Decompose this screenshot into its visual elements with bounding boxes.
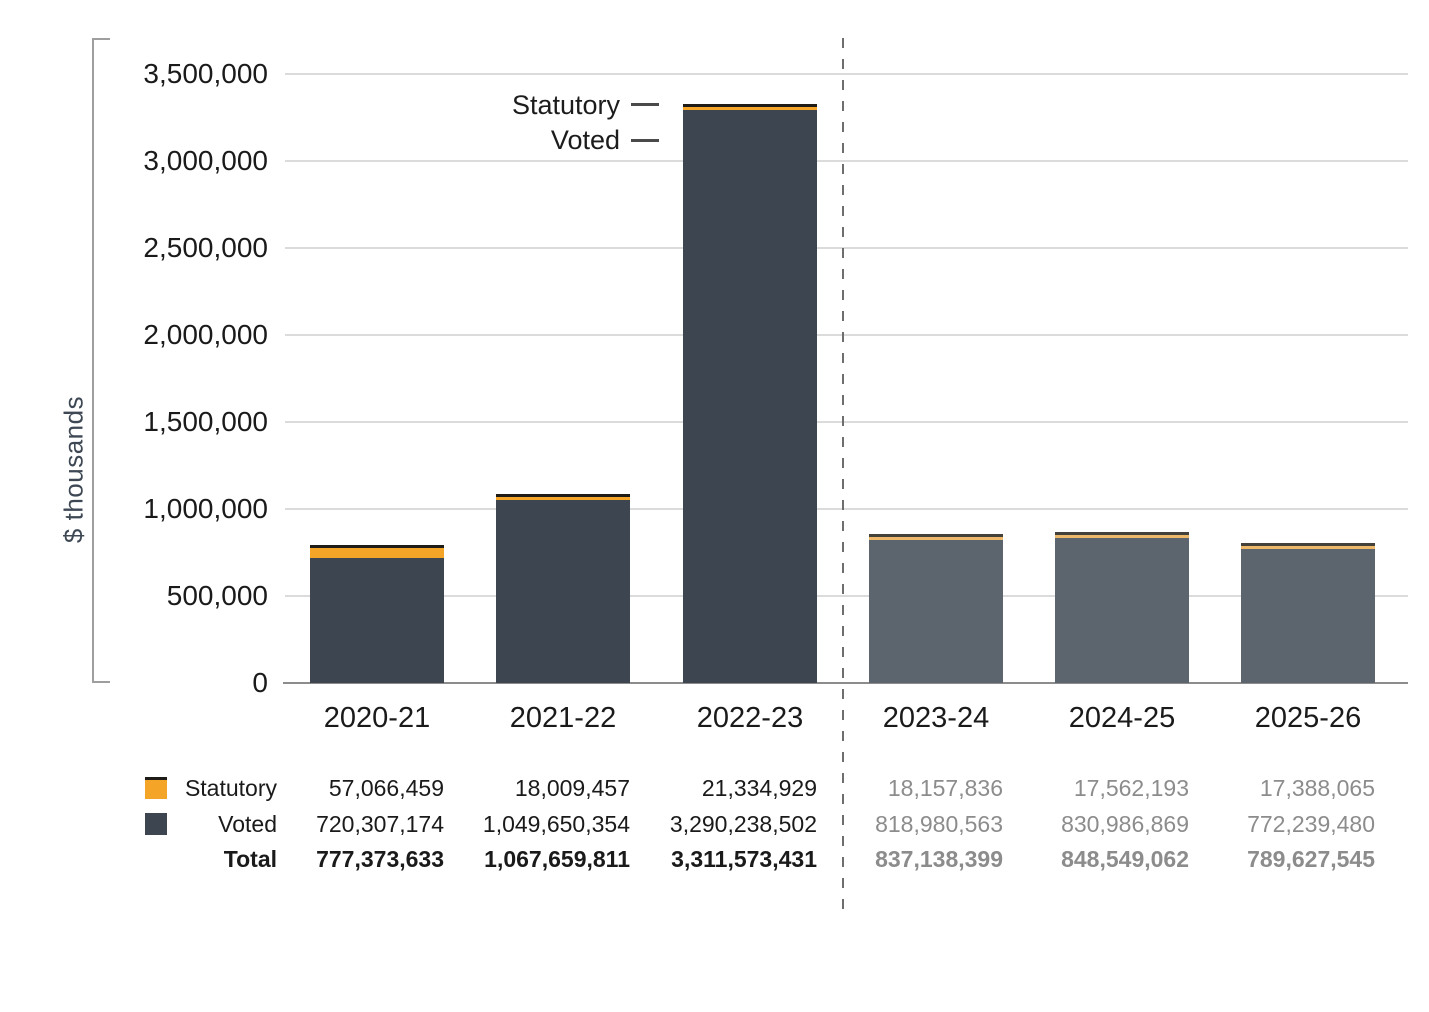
legend-swatch-voted xyxy=(145,813,167,835)
table-cell: 21,334,929 xyxy=(701,775,817,801)
table-cell: 837,138,399 xyxy=(875,846,1003,872)
table-cell: 789,627,545 xyxy=(1247,846,1375,872)
bar-segment-voted xyxy=(1241,548,1375,683)
y-axis-title: $ thousands xyxy=(58,395,89,544)
table-cell: 848,549,062 xyxy=(1061,846,1189,872)
table-cell: 1,049,650,354 xyxy=(482,811,630,837)
table-cell: 3,290,238,502 xyxy=(669,811,817,837)
table-cell: 57,066,459 xyxy=(328,775,444,801)
y-axis-top-cap xyxy=(92,38,110,40)
bar-2021-22 xyxy=(496,494,630,683)
bar-segment-statutory xyxy=(1241,545,1375,549)
table-cell: 772,239,480 xyxy=(1247,811,1375,837)
gridline xyxy=(285,334,1408,336)
bar-2022-23 xyxy=(683,103,817,683)
bar-segment-statutory xyxy=(869,537,1003,541)
y-tick-label: 2,000,000 xyxy=(143,319,268,350)
y-tick-label: 3,500,000 xyxy=(143,58,268,89)
x-axis-label: 2020-21 xyxy=(323,702,431,734)
bar-cap xyxy=(496,494,630,498)
bar-cap xyxy=(310,544,444,548)
table-cell: 777,373,633 xyxy=(316,846,444,872)
bar-segment-voted xyxy=(1055,538,1189,683)
bar-cap xyxy=(1241,542,1375,546)
table-cell: 18,009,457 xyxy=(514,775,630,801)
table-cell: 1,067,659,811 xyxy=(484,846,630,872)
annotation-voted: Voted xyxy=(550,125,620,155)
legend-swatch-statutory xyxy=(145,777,167,799)
table-row-label-statutory: Statutory xyxy=(184,775,277,801)
gridline xyxy=(285,247,1408,249)
y-tick-label: 0 xyxy=(252,667,268,698)
x-axis-label: 2023-24 xyxy=(882,702,990,734)
x-axis-label: 2025-26 xyxy=(1254,702,1362,734)
table-cell: 17,562,193 xyxy=(1073,775,1189,801)
annotation-leader-statutory xyxy=(631,103,659,106)
x-axis-baseline xyxy=(283,682,1408,684)
bar-2024-25 xyxy=(1055,532,1189,683)
x-axis-label: 2024-25 xyxy=(1068,702,1176,734)
y-tick-label: 3,000,000 xyxy=(143,145,268,176)
gridline xyxy=(285,73,1408,75)
table-cell: 18,157,836 xyxy=(887,775,1003,801)
bar-2023-24 xyxy=(869,534,1003,683)
annotation-statutory: Statutory xyxy=(511,90,620,120)
y-tick-label: 1,000,000 xyxy=(143,493,268,524)
y-tick-label: 2,500,000 xyxy=(143,232,268,263)
gridline xyxy=(285,595,1408,597)
gridline xyxy=(285,508,1408,510)
bar-cap xyxy=(683,103,817,107)
bar-segment-voted xyxy=(683,110,817,683)
table-cell: 720,307,174 xyxy=(316,811,444,837)
x-axis-label: 2022-23 xyxy=(696,702,804,734)
table-row-label-total: Total xyxy=(223,846,277,872)
bar-segment-voted xyxy=(310,557,444,683)
y-axis-line xyxy=(92,38,94,683)
bar-segment-voted xyxy=(496,500,630,683)
bar-segment-statutory xyxy=(683,106,817,111)
annotation-leader-voted xyxy=(631,139,659,142)
table-row-label-voted: Voted xyxy=(218,811,277,837)
y-axis-bottom-cap xyxy=(92,681,110,683)
x-axis-label: 2021-22 xyxy=(509,702,617,734)
table-cell: 830,986,869 xyxy=(1061,811,1189,837)
bar-segment-statutory xyxy=(310,547,444,558)
bar-cap xyxy=(1055,532,1189,536)
bar-cap xyxy=(869,534,1003,538)
y-tick-label: 500,000 xyxy=(166,580,268,611)
gridline xyxy=(285,421,1408,423)
table-cell: 17,388,065 xyxy=(1259,775,1375,801)
bar-segment-statutory xyxy=(1055,535,1189,539)
bar-segment-statutory xyxy=(496,497,630,501)
y-tick-label: 1,500,000 xyxy=(143,406,268,437)
table-cell: 3,311,573,431 xyxy=(671,846,817,872)
table-cell: 818,980,563 xyxy=(875,811,1003,837)
forecast-divider-dashed-line xyxy=(842,38,844,910)
bar-2020-21 xyxy=(310,544,444,683)
gridline xyxy=(285,160,1408,162)
bar-2025-26 xyxy=(1241,542,1375,683)
bar-segment-voted xyxy=(869,540,1003,683)
